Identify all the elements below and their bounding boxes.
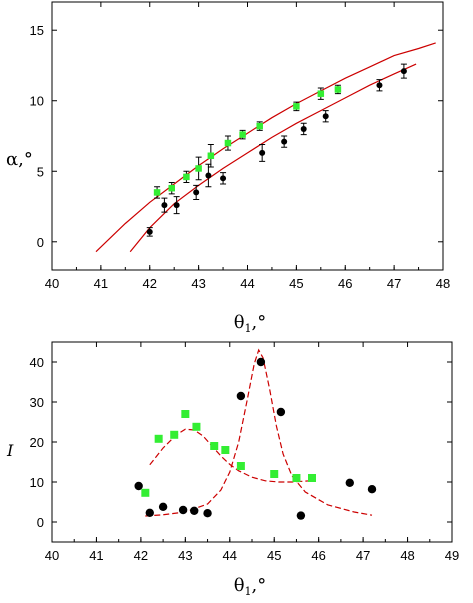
- top-x-tick-label: 48: [436, 276, 450, 291]
- top-x-tick-label: 41: [94, 276, 108, 291]
- bottom-fit-curve-1: [149, 428, 310, 483]
- top-y-tick-label: 5: [37, 164, 44, 179]
- top-x-tick-label: 46: [338, 276, 352, 291]
- bottom-y-tick-label: 0: [37, 515, 44, 530]
- top-black-circle-point: [173, 202, 180, 209]
- top-x-tick-label: 44: [240, 276, 254, 291]
- top-green-square-point: [224, 139, 232, 147]
- bottom-green-square-point: [236, 462, 245, 470]
- top-x-tick-label: 43: [191, 276, 205, 291]
- bottom-black-circle-point: [345, 478, 354, 487]
- bottom-green-square-point: [221, 446, 230, 454]
- bottom-green-square-point: [270, 470, 279, 478]
- bottom-x-tick-label: 46: [311, 548, 325, 563]
- top-axis-ticks: 40 41 42 43 44 45 46 47 48 0 5 10 15: [30, 2, 450, 291]
- bottom-black-circle-point: [296, 511, 306, 520]
- top-black-circle-point: [400, 68, 407, 75]
- top-y-tick-label: 15: [30, 23, 44, 38]
- bottom-black-circle-point: [158, 502, 168, 511]
- top-y-tick-label: 10: [30, 94, 44, 109]
- top-green-square-point: [168, 184, 175, 192]
- bottom-black-circle-point: [367, 485, 377, 494]
- top-y-axis-title: α,°: [6, 149, 33, 170]
- bottom-black-circle-point: [236, 391, 246, 401]
- bottom-black-circle-point: [203, 509, 212, 518]
- bottom-green-square-point: [154, 434, 163, 443]
- bottom-green-square-point: [210, 442, 219, 450]
- bottom-axis-ticks: 40 41 42 43 44 45 46 47 48 49 0 10 20 30 40: [30, 342, 459, 563]
- bottom-data-points: [134, 357, 377, 520]
- bottom-x-tick-label: 48: [400, 548, 414, 563]
- top-black-circle-point: [193, 189, 200, 196]
- bottom-green-square-point: [141, 488, 150, 497]
- top-green-square-point: [207, 152, 215, 159]
- bottom-fit-curves: [145, 348, 373, 517]
- top-x-tick-label: 42: [143, 276, 157, 291]
- bottom-black-circle-point: [190, 506, 199, 515]
- bottom-green-square-point: [292, 474, 301, 482]
- top-black-circle-point: [161, 202, 168, 209]
- bottom-x-tick-label: 43: [178, 548, 192, 563]
- top-black-circle-point: [220, 175, 227, 182]
- bottom-x-tick-label: 40: [45, 548, 59, 563]
- top-x-axis-title: θ1,°: [234, 312, 267, 335]
- top-black-circle-point: [300, 125, 307, 132]
- top-x-tick-label: 45: [289, 276, 303, 291]
- top-black-circle-point: [146, 228, 153, 235]
- top-y-tick-label: 0: [37, 235, 44, 250]
- top-green-square-point: [256, 122, 263, 130]
- top-green-square-point: [153, 189, 161, 196]
- bottom-x-tick-label: 44: [223, 548, 237, 563]
- bottom-x-tick-label: 42: [134, 548, 148, 563]
- bottom-green-square-point: [308, 474, 316, 482]
- bottom-y-tick-label: 30: [30, 395, 44, 410]
- top-green-square-point: [334, 86, 342, 93]
- bottom-y-axis-title: I: [6, 441, 14, 460]
- top-black-circle-point: [259, 149, 266, 156]
- top-data-points: [146, 63, 407, 237]
- top-fit-curve-2: [129, 63, 417, 253]
- top-fit-curves: [95, 42, 436, 253]
- top-black-circle-point: [376, 82, 383, 89]
- bottom-green-square-point: [181, 410, 190, 418]
- bottom-x-axis-title: θ1,°: [234, 575, 267, 598]
- bottom-x-tick-label: 41: [89, 548, 103, 563]
- bottom-black-circle-point: [256, 357, 266, 367]
- bottom-y-tick-label: 40: [30, 355, 44, 370]
- bottom-x-tick-label: 47: [356, 548, 370, 563]
- top-green-square-point: [195, 165, 202, 172]
- bottom-plot-frame: [51, 341, 453, 543]
- top-green-square-point: [239, 131, 246, 138]
- bottom-x-tick-label: 45: [267, 548, 281, 563]
- bottom-y-tick-label: 10: [30, 475, 44, 490]
- bottom-x-tick-label: 49: [445, 548, 459, 563]
- top-fit-curve-1: [95, 42, 436, 253]
- bottom-black-circle-point: [134, 481, 143, 491]
- bottom-fit-curve-2: [145, 348, 373, 517]
- bottom-green-square-point: [170, 430, 179, 439]
- top-green-square-point: [293, 103, 300, 110]
- top-black-circle-point: [205, 172, 212, 179]
- top-black-circle-point: [322, 113, 329, 120]
- top-plot-frame: [51, 1, 444, 271]
- bottom-green-square-point: [192, 422, 201, 431]
- bottom-y-tick-label: 20: [30, 435, 44, 450]
- top-x-tick-label: 47: [387, 276, 401, 291]
- bottom-black-circle-point: [178, 505, 188, 515]
- top-x-tick-label: 40: [45, 276, 59, 291]
- bottom-black-circle-point: [276, 407, 286, 417]
- bottom-black-circle-point: [145, 508, 154, 517]
- top-green-square-point: [183, 173, 190, 181]
- top-black-circle-point: [281, 138, 288, 145]
- top-green-square-point: [317, 90, 325, 97]
